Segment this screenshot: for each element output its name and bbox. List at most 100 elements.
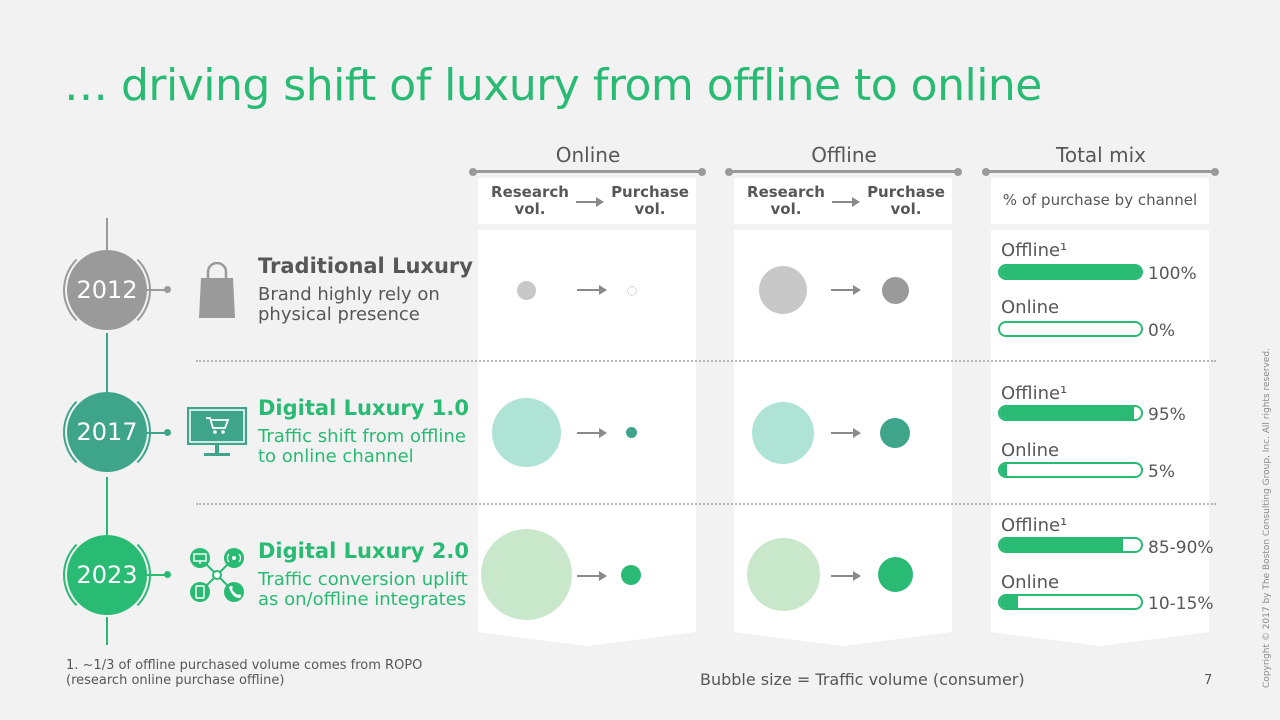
- page-number: 7: [1204, 673, 1213, 688]
- mix-offline-bar: [998, 405, 1143, 421]
- column-header-offline: Offline: [811, 143, 877, 167]
- mix-offline-label: Offline¹: [1001, 240, 1068, 261]
- timeline-line: [106, 333, 108, 395]
- bubble-arrow: [831, 289, 853, 291]
- bubble-online-purchase: [626, 427, 637, 438]
- mix-online-label: Online: [1001, 572, 1060, 593]
- mix-online-pct: 0%: [1148, 321, 1175, 341]
- year-connector: [147, 289, 167, 291]
- arrow-head: [852, 197, 860, 207]
- mix-offline-bar: [998, 537, 1143, 553]
- computer-cart-icon: [187, 407, 247, 456]
- bubble-online-research: [492, 398, 561, 467]
- mix-offline-pct: 85-90%: [1148, 538, 1214, 558]
- copyright-notice: Copyright © 2017 by The Boston Consultin…: [1262, 348, 1272, 688]
- arrow-head: [599, 285, 607, 295]
- omnichannel-network-icon: [190, 548, 244, 602]
- year-connector: [147, 432, 167, 434]
- bubble-offline-purchase: [880, 418, 910, 448]
- row-title-digital-luxury-1: Digital Luxury 1.0: [258, 396, 469, 420]
- bar-fill: [1000, 407, 1134, 419]
- timeline-line: [106, 477, 108, 537]
- bubble-online-purchase: [627, 286, 637, 296]
- year-badge-2012: 2012: [67, 250, 147, 330]
- mix-online-bar: [998, 462, 1143, 478]
- column-header-total-mix: Total mix: [1056, 143, 1146, 167]
- timeline-line: [106, 617, 108, 645]
- mix-offline-label: Offline¹: [1001, 383, 1068, 404]
- bubble-offline-research: [759, 266, 807, 314]
- connector-dot: [164, 286, 171, 293]
- row-separator: [196, 503, 1216, 505]
- year-connector: [147, 574, 167, 576]
- bubble-online-purchase: [621, 565, 641, 585]
- connector-dot: [164, 571, 171, 578]
- bubble-online-research: [481, 529, 572, 620]
- bar-fill: [1000, 596, 1018, 608]
- bubble-arrow: [577, 289, 599, 291]
- online-research-vol-label: Research vol.: [491, 183, 569, 218]
- year-badge-2017: 2017: [67, 392, 147, 472]
- arrow-head: [853, 285, 861, 295]
- online-header-line: [474, 170, 702, 173]
- column-header-online: Online: [555, 143, 621, 167]
- mix-online-pct: 5%: [1148, 462, 1175, 482]
- mix-online-label: Online: [1001, 440, 1060, 461]
- connector-dot: [164, 429, 171, 436]
- line-dot: [1211, 168, 1219, 176]
- arrow-head: [853, 428, 861, 438]
- mix-online-label: Online: [1001, 297, 1060, 318]
- row-title-digital-luxury-2: Digital Luxury 2.0: [258, 539, 469, 563]
- header-arrow: [576, 201, 596, 203]
- row-desc-line1: Brand highly rely on: [258, 284, 440, 305]
- year-badge-2023: 2023: [67, 535, 147, 615]
- mix-subheader: % of purchase by channel: [1002, 191, 1198, 209]
- mix-header-line: [987, 170, 1215, 173]
- bubble-online-research: [517, 281, 536, 300]
- row-desc-line2: physical presence: [258, 304, 420, 325]
- row-desc-line1: Traffic shift from offline: [258, 426, 466, 447]
- mix-offline-pct: 100%: [1148, 264, 1197, 284]
- line-dot: [954, 168, 962, 176]
- line-dot: [982, 168, 990, 176]
- row-desc-line2: to online channel: [258, 446, 414, 467]
- row-desc-line2: as on/offline integrates: [258, 589, 467, 610]
- mix-online-bar: [998, 321, 1143, 337]
- row-desc-line1: Traffic conversion uplift: [258, 569, 468, 590]
- arrow-head: [599, 571, 607, 581]
- bubble-offline-purchase: [878, 557, 913, 592]
- bar-fill: [1000, 464, 1008, 476]
- bubble-size-note: Bubble size = Traffic volume (consumer): [700, 670, 1025, 689]
- mix-subheader-panel: [991, 178, 1209, 224]
- page-title: … driving shift of luxury from offline t…: [64, 60, 1042, 111]
- bubble-arrow: [577, 575, 599, 577]
- offline-research-vol-label: Research vol.: [747, 183, 825, 218]
- header-arrow: [832, 201, 852, 203]
- online-purchase-vol-label: Purchase vol.: [611, 183, 689, 218]
- line-dot: [725, 168, 733, 176]
- mix-offline-bar: [998, 264, 1143, 280]
- mix-online-bar: [998, 594, 1143, 610]
- mix-offline-label: Offline¹: [1001, 515, 1068, 536]
- mix-online-pct: 10-15%: [1148, 594, 1214, 614]
- bubble-arrow: [831, 575, 853, 577]
- arrow-head: [853, 571, 861, 581]
- bar-fill: [1000, 266, 1141, 278]
- bar-fill: [1000, 539, 1124, 551]
- timeline-line: [106, 218, 108, 252]
- row-separator: [196, 360, 1216, 362]
- line-dot: [469, 168, 477, 176]
- line-dot: [698, 168, 706, 176]
- mix-offline-pct: 95%: [1148, 405, 1186, 425]
- offline-header-line: [730, 170, 958, 173]
- arrow-head: [596, 197, 604, 207]
- bubble-offline-purchase: [882, 277, 909, 304]
- offline-purchase-vol-label: Purchase vol.: [867, 183, 945, 218]
- bubble-arrow: [831, 432, 853, 434]
- bubble-arrow: [577, 432, 599, 434]
- shopping-bag-icon: [199, 262, 235, 318]
- arrow-head: [599, 428, 607, 438]
- row-title-traditional-luxury: Traditional Luxury: [258, 254, 473, 278]
- bubble-offline-research: [747, 538, 820, 611]
- bubble-offline-research: [752, 402, 814, 464]
